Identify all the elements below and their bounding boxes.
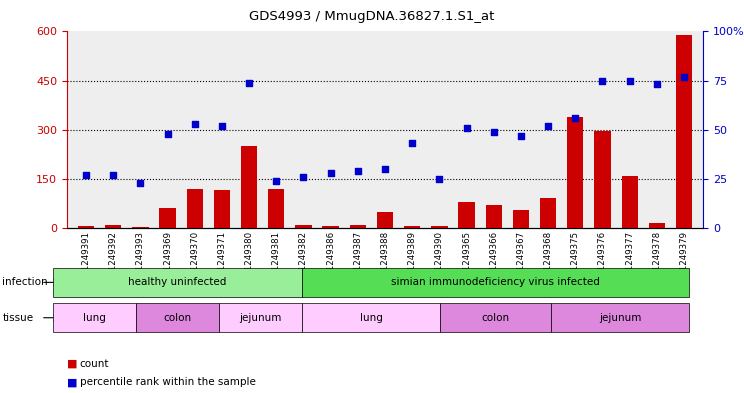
Point xyxy=(569,115,581,121)
Bar xyxy=(540,198,557,228)
Bar xyxy=(241,146,257,228)
Point xyxy=(298,174,310,180)
Point xyxy=(379,166,391,172)
Text: infection: infection xyxy=(2,277,48,287)
Point xyxy=(216,123,228,129)
Bar xyxy=(621,176,638,228)
Point xyxy=(189,121,201,127)
Bar xyxy=(132,227,149,228)
Text: ■: ■ xyxy=(67,358,77,369)
Bar xyxy=(594,131,611,228)
Text: lung: lung xyxy=(360,313,382,323)
Point xyxy=(623,77,635,84)
Bar xyxy=(458,202,475,228)
Point xyxy=(488,129,500,135)
Text: colon: colon xyxy=(164,313,192,323)
Bar xyxy=(649,223,665,228)
Point xyxy=(352,168,364,174)
Point xyxy=(161,130,173,137)
Bar xyxy=(187,189,203,228)
Text: healthy uninfected: healthy uninfected xyxy=(129,277,227,287)
Point xyxy=(324,170,336,176)
Point xyxy=(597,77,609,84)
Bar xyxy=(78,226,94,228)
Point xyxy=(461,125,472,131)
Point xyxy=(678,73,690,80)
Point xyxy=(270,178,282,184)
Point xyxy=(515,132,527,139)
Text: count: count xyxy=(80,358,109,369)
Text: jejunum: jejunum xyxy=(240,313,282,323)
Point xyxy=(651,81,663,88)
Bar xyxy=(676,35,692,228)
Text: colon: colon xyxy=(481,313,510,323)
Bar xyxy=(268,189,284,228)
Point xyxy=(542,123,554,129)
Text: GDS4993 / MmugDNA.36827.1.S1_at: GDS4993 / MmugDNA.36827.1.S1_at xyxy=(249,10,495,23)
Text: percentile rank within the sample: percentile rank within the sample xyxy=(80,377,255,387)
Point xyxy=(243,79,255,86)
Bar xyxy=(486,205,502,228)
Text: simian immunodeficiency virus infected: simian immunodeficiency virus infected xyxy=(391,277,600,287)
Text: ■: ■ xyxy=(67,377,77,387)
Bar xyxy=(432,226,448,228)
Bar xyxy=(404,226,420,228)
Point xyxy=(135,180,147,186)
Text: tissue: tissue xyxy=(2,313,33,323)
Bar xyxy=(322,226,339,228)
Bar xyxy=(513,210,529,228)
Point xyxy=(80,172,92,178)
Point xyxy=(107,172,119,178)
Bar xyxy=(377,211,393,228)
Text: jejunum: jejunum xyxy=(599,313,641,323)
Text: lung: lung xyxy=(83,313,106,323)
Bar xyxy=(295,225,312,228)
Bar xyxy=(567,117,583,228)
Bar xyxy=(105,225,121,228)
Point xyxy=(434,176,446,182)
Bar xyxy=(159,208,176,228)
Bar xyxy=(350,225,366,228)
Bar xyxy=(214,190,230,228)
Point xyxy=(406,140,418,147)
